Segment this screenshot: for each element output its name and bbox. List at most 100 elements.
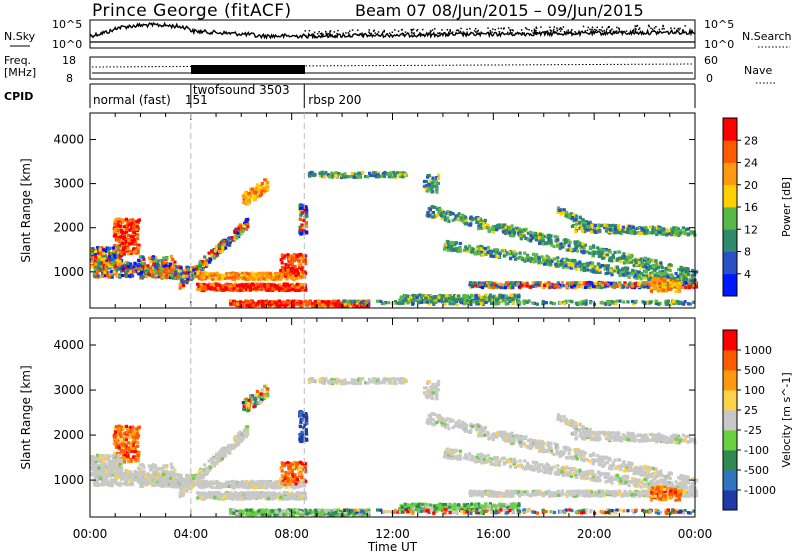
power-pixel	[623, 255, 627, 259]
power-pixel	[128, 228, 132, 232]
power-pixel	[287, 257, 291, 261]
power-pixel	[475, 248, 479, 252]
power-pixel	[465, 247, 469, 251]
power-pixel	[639, 265, 643, 269]
power-pixel	[574, 281, 578, 285]
power-pixel	[217, 283, 221, 287]
power-pixel	[266, 288, 270, 292]
power-pixel	[568, 240, 572, 244]
power-pixel	[404, 299, 408, 303]
power-pixel	[303, 254, 308, 258]
power-pixel	[116, 254, 120, 258]
power-pixel	[684, 281, 688, 285]
power-pixel	[117, 236, 121, 240]
power-pixel	[549, 262, 553, 266]
power-pixel	[463, 215, 467, 219]
power-pixel	[302, 229, 306, 233]
power-pixel	[263, 272, 267, 276]
power-pixel	[462, 302, 466, 306]
power-pixel	[421, 294, 425, 298]
power-pixel	[244, 219, 248, 223]
power-pixel	[263, 178, 267, 182]
power-pixel	[511, 286, 515, 290]
power-pixel	[567, 244, 571, 248]
power-pixel	[387, 172, 391, 176]
power-pixel	[470, 250, 474, 254]
nsearch-point	[304, 30, 306, 32]
power-pixel	[299, 283, 303, 287]
power-pixel	[131, 239, 135, 243]
power-pixel	[142, 257, 146, 261]
power-pixel	[252, 274, 256, 278]
nsearch-point	[492, 28, 494, 30]
power-pixel	[529, 233, 533, 238]
nsearch-point	[497, 27, 500, 30]
nsearch-point	[598, 28, 601, 31]
power-pixel	[304, 271, 308, 275]
power-pixel	[256, 302, 260, 306]
power-pixel	[555, 241, 559, 246]
power-pixel	[300, 223, 304, 227]
power-pixel	[455, 294, 459, 298]
nsearch-point	[312, 33, 314, 35]
power-pixel	[613, 228, 617, 232]
freq-axis-top: 18	[62, 54, 76, 67]
power-pixel	[286, 302, 290, 307]
nsearch-point	[591, 28, 593, 31]
power-pixel	[562, 259, 566, 263]
power-pixel	[200, 262, 204, 266]
power-pixel	[238, 288, 242, 293]
power-pixel	[648, 282, 652, 286]
power-pixel	[110, 251, 114, 256]
nsearch-point	[447, 33, 450, 35]
power-pixel	[212, 256, 217, 260]
nsearch-point	[357, 33, 359, 36]
power-pixel	[635, 262, 639, 266]
power-pixel	[343, 299, 347, 304]
station-title: Prince George (fitACF)	[92, 1, 292, 21]
power-pixel	[379, 299, 383, 303]
power-pixel	[216, 275, 220, 279]
power-pixel	[529, 259, 533, 263]
power-pixel	[546, 235, 550, 239]
nave-axis-bottom: 0	[706, 72, 713, 85]
power-pixel	[505, 228, 509, 233]
power-pixel	[444, 297, 448, 301]
power-pixel	[194, 267, 198, 271]
power-pixel	[299, 231, 304, 235]
power-pixel	[105, 265, 110, 269]
power-pixel	[642, 230, 646, 234]
power-pixel	[146, 264, 150, 268]
power-pixel	[617, 225, 621, 229]
power-pixel	[537, 257, 541, 262]
power-pixel	[301, 287, 305, 292]
power-pixel	[504, 231, 508, 236]
power-pixel	[127, 242, 131, 246]
power-pixel	[286, 268, 290, 272]
power-pixel	[537, 236, 541, 240]
power-pixel	[469, 285, 473, 289]
power-pixel	[477, 217, 481, 221]
power-pixel	[263, 186, 267, 190]
power-pixel	[518, 300, 522, 305]
power-pixel	[289, 275, 294, 279]
power-pixel	[677, 288, 681, 292]
power-pixel	[111, 246, 115, 250]
power-pixel	[127, 223, 131, 227]
power-pixel	[519, 237, 523, 241]
nsearch-point	[601, 30, 604, 33]
power-pixel	[568, 281, 572, 285]
power-pixel	[261, 286, 265, 290]
power-pixel	[208, 258, 213, 262]
nsearch-point	[430, 30, 432, 33]
power-pixel	[665, 233, 669, 237]
power-pixel	[259, 191, 263, 195]
power-pixel	[90, 252, 94, 256]
nsearch-point	[455, 29, 458, 32]
power-pixel	[681, 230, 685, 234]
power-pixel	[512, 229, 516, 233]
power-pixel	[632, 264, 636, 268]
power-pixel	[582, 220, 587, 224]
power-pixel	[618, 283, 622, 287]
